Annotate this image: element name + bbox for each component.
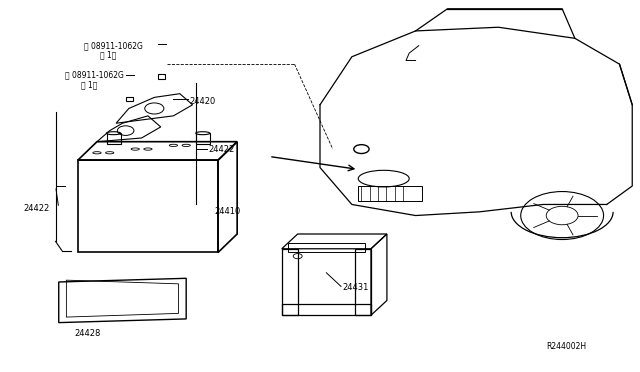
Bar bbox=[157, 74, 165, 79]
Bar bbox=[78, 160, 218, 253]
Bar bbox=[106, 133, 120, 144]
Text: 24410: 24410 bbox=[215, 207, 241, 217]
Text: R244002H: R244002H bbox=[546, 342, 586, 351]
Text: 24422: 24422 bbox=[24, 203, 50, 213]
Text: Ⓝ 08911-1062G: Ⓝ 08911-1062G bbox=[84, 41, 143, 50]
Text: 24420: 24420 bbox=[189, 97, 216, 106]
Bar bbox=[196, 133, 210, 144]
Text: 24428: 24428 bbox=[75, 329, 101, 338]
Bar bbox=[125, 97, 133, 101]
Bar bbox=[358, 186, 422, 201]
Text: 〈 1〉: 〈 1〉 bbox=[100, 51, 116, 60]
Ellipse shape bbox=[106, 132, 120, 135]
Bar bbox=[288, 243, 365, 253]
Bar bbox=[355, 249, 371, 315]
Bar bbox=[282, 249, 298, 315]
Text: 24422: 24422 bbox=[209, 145, 235, 154]
Bar bbox=[282, 304, 371, 315]
Text: 〈 1〉: 〈 1〉 bbox=[81, 80, 97, 89]
Text: Ⓝ 08911-1062G: Ⓝ 08911-1062G bbox=[65, 71, 124, 80]
Ellipse shape bbox=[196, 132, 210, 135]
Text: 24431: 24431 bbox=[342, 283, 369, 292]
